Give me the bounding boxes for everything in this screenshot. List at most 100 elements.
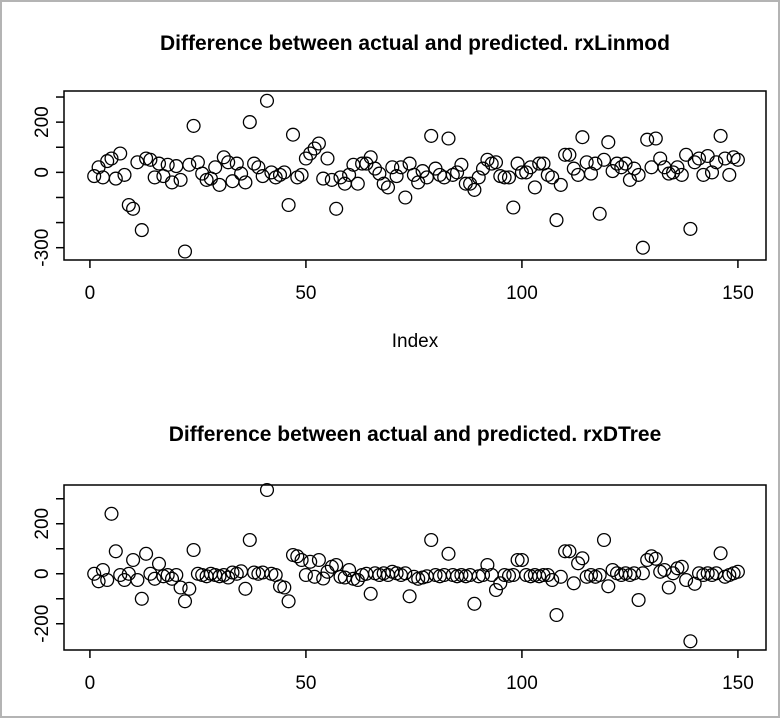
plot1-data-point [631,167,646,182]
plot1-data-point [164,175,180,190]
plot2-data-point [601,579,616,594]
plot1-data-point [346,157,361,172]
plot1-data-point [666,165,681,180]
plot1-data-point [545,170,560,185]
plot1-data-point [169,159,184,174]
plot2-title: Difference between actual and predicted.… [168,423,662,446]
plot1-data-point [691,151,707,166]
plot2-data-point [592,567,607,583]
plot1-data-point [506,200,521,215]
plot1-title: Difference between actual and predicted.… [160,32,670,55]
plot2-data-point [104,506,119,521]
plot2-data-point [536,567,551,583]
plot2-data-point [113,567,128,583]
plot2-data-point [182,581,197,596]
plot2-data-point [514,552,529,568]
plot1-x-tick-label: 150 [722,283,754,304]
plot2-data-point [545,572,560,588]
plot1-data-point [713,128,728,143]
plot2-data-point [566,576,581,591]
plot1-data-point [376,176,391,191]
plot1-data-point [151,156,167,171]
plot1-data-point [160,157,175,172]
plot1-data-point [730,152,745,167]
plot1-x-axis-label: Index [391,331,439,352]
plot1-data-point [497,170,512,185]
plot1-data-point [437,170,452,185]
plot1-data-point [653,151,668,166]
plot1-data-point [372,166,387,181]
plot1-data-point [700,148,715,164]
plot2-x-tick-label: 150 [722,673,754,694]
plot2-data-point [108,544,123,559]
plot1-data-point [523,160,538,175]
plot1-data-point [229,156,244,171]
plot2-data-point [398,566,413,581]
plot2-data-point [303,554,318,569]
plot2-data-point [298,567,313,583]
plot2-data-point [571,556,586,571]
plot1-data-point [367,161,383,176]
plot1-data-point [385,160,400,175]
plot2-y-tick-label: -200 [32,605,53,643]
plot2-data-point [657,562,672,578]
plot1-data-point [709,155,724,170]
plot2-data-point [290,549,305,564]
plot1-data-point [311,136,326,151]
plot2-data-point [631,592,646,608]
plot1-data-point [350,176,365,191]
plot1-box [63,90,767,261]
plot2-y-tick-label: 0 [32,568,53,579]
plot1-data-point [234,166,249,181]
plot2-data-point [160,567,175,583]
plot1-data-point [247,156,262,171]
plot2-data-point [635,566,650,581]
plot2-data-point [177,594,193,609]
plot1-data-point [242,115,257,130]
plot1-data-point [562,147,577,162]
plot2-data-point [363,586,378,601]
plot1-data-point [216,150,231,165]
plot2-data-point [100,572,115,588]
plot1-data-point [467,182,482,197]
plot1-data-point [100,154,115,169]
plot2-data-point [307,569,322,584]
plot2-data-point [255,565,270,580]
plot2-data-point [463,567,478,583]
plot2-data-point [126,552,141,568]
plot1-data-point [281,197,296,213]
plot1-data-point [553,177,568,192]
plot2-data-point [264,566,279,581]
plot2-data-point [190,566,205,581]
plot1-data-point [177,244,193,259]
plot2-data-point [648,551,663,566]
plot1-data-point [320,151,335,166]
plot2-data-point [139,546,154,561]
plot1-data-point [393,160,409,175]
plot1-data-point [635,240,650,255]
plot1-data-point [441,131,456,146]
plot1-data-point [294,167,309,182]
plot2-data-point [203,566,218,581]
plot1-data-point [510,156,525,171]
plot1-data-point [674,167,689,182]
plot2-data-point [337,570,352,585]
plot1-data-point [104,151,119,166]
plot1-y-tick-label: 0 [32,167,53,178]
plot2-data-point [501,568,517,583]
plot2-data-point [95,562,110,578]
plot1-data-point [208,160,223,175]
plot2-data-point [164,571,180,586]
plot1-data-point [212,177,227,192]
plot1-data-point [238,175,253,190]
plot1-data-point [704,165,720,180]
plot1-data-point [143,152,158,167]
plot2-data-point [419,569,434,584]
plot1-data-point [303,146,318,161]
plot2-data-point [415,570,430,585]
plot2-data-point [169,567,184,583]
plot1-data-point [592,206,607,221]
plot2-data-point [441,546,456,561]
plot2-x-tick-label: 0 [85,673,96,694]
